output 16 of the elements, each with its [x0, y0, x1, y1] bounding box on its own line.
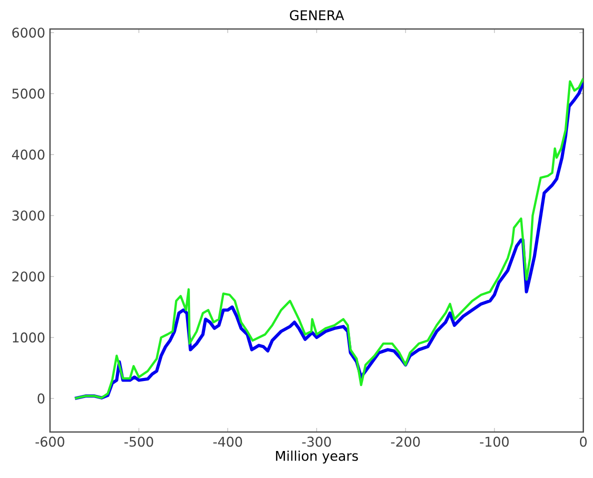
- x-axis-title: Million years: [276, 450, 358, 464]
- chart-title: GENERA: [290, 10, 344, 20]
- y-tick-label: 1000: [12, 332, 44, 343]
- x-tick-label: -600: [36, 436, 64, 447]
- y-tick-label: 3000: [12, 210, 44, 221]
- x-tick-label: -500: [124, 436, 154, 447]
- y-tick-label: 4000: [12, 150, 44, 160]
- y-tick-label: 2000: [12, 271, 44, 282]
- y-tick-label: 6000: [12, 28, 44, 38]
- x-tick-label: 0: [580, 436, 587, 447]
- x-tick-label: -300: [302, 436, 331, 447]
- x-tick-label: -200: [391, 436, 420, 447]
- x-tick-label: -400: [213, 436, 242, 447]
- x-tick-label: -100: [480, 436, 509, 447]
- y-tick-label: 5000: [12, 88, 44, 99]
- y-tick-label: 0: [38, 393, 44, 404]
